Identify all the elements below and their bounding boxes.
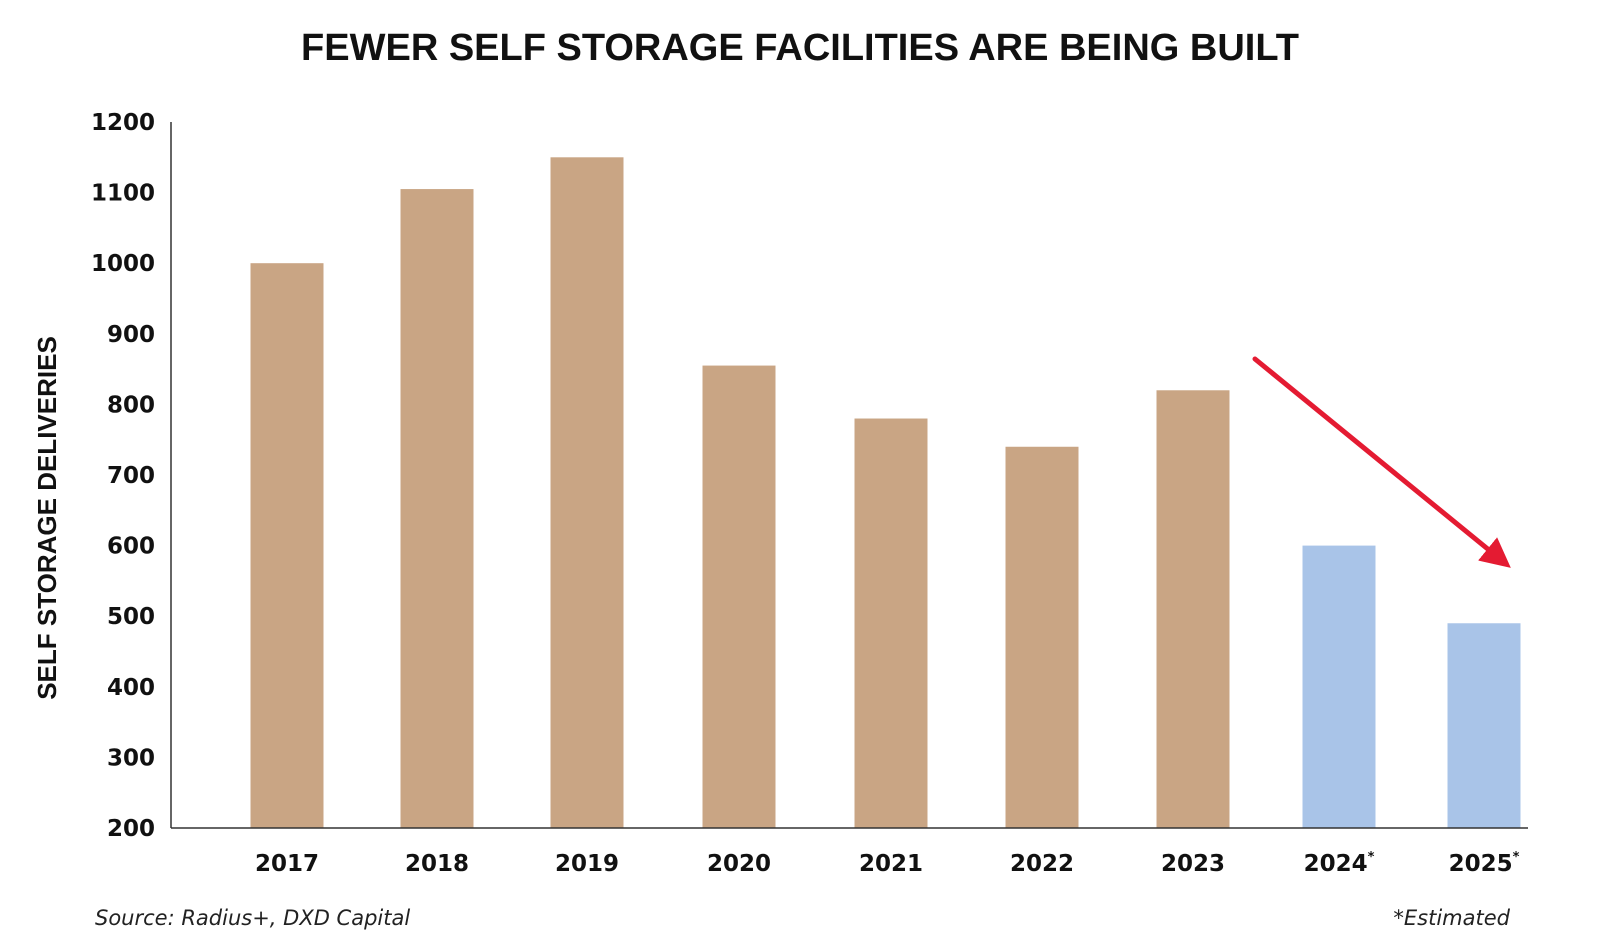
source-note: Source: Radius+, DXD Capital — [95, 906, 410, 930]
x-tick-label-2025: 2025* — [1449, 850, 1520, 877]
bars — [250, 157, 1521, 829]
y-tick-label: 900 — [107, 322, 155, 348]
x-tick-label: 2019 — [555, 851, 619, 877]
x-tick-label: 2024 — [1304, 851, 1368, 877]
trend-arrow — [1252, 356, 1511, 568]
y-tick-label: 200 — [107, 816, 155, 842]
bar-2020 — [702, 365, 776, 828]
estimated-marker: * — [1368, 850, 1375, 865]
bar-2019 — [550, 157, 624, 829]
bar-2017 — [250, 263, 324, 828]
bar-2021 — [854, 418, 928, 828]
bar-2024 — [1302, 545, 1376, 828]
bar-2025 — [1447, 623, 1521, 828]
y-tick-label: 1100 — [91, 181, 155, 207]
x-tick-label: 2017 — [255, 851, 319, 877]
y-axis-label: SELF STORAGE DELIVERIES — [32, 336, 62, 700]
x-tick-label-2022: 2022 — [1010, 851, 1074, 877]
x-tick-label: 2020 — [707, 851, 771, 877]
y-tick-label: 800 — [107, 392, 155, 418]
x-tick-label-2019: 2019 — [555, 851, 619, 877]
y-tick-label: 1000 — [91, 251, 155, 277]
y-tick-label: 300 — [107, 745, 155, 771]
x-tick-label: 2018 — [405, 851, 469, 877]
x-tick-label: 2025 — [1449, 851, 1513, 877]
bar-2018 — [400, 189, 474, 828]
x-tick-label-2023: 2023 — [1161, 851, 1225, 877]
x-tick-label-2017: 2017 — [255, 851, 319, 877]
bar-2023 — [1156, 390, 1230, 828]
y-tick-label: 400 — [107, 675, 155, 701]
chart-title: FEWER SELF STORAGE FACILITIES ARE BEING … — [301, 27, 1299, 69]
x-tick-label-2024: 2024* — [1304, 850, 1375, 877]
y-tick-label: 600 — [107, 534, 155, 560]
y-axis-ticks: 200 300 400 500 600 700 800 900 1000 1100 1200 — [91, 110, 155, 842]
x-tick-label: 2023 — [1161, 851, 1225, 877]
estimated-marker: * — [1513, 850, 1520, 865]
y-tick-label: 1200 — [91, 110, 155, 136]
bar-2022 — [1005, 446, 1079, 828]
x-tick-label: 2021 — [859, 851, 923, 877]
x-tick-label-2018: 2018 — [405, 851, 469, 877]
y-tick-label: 700 — [107, 463, 155, 489]
x-axis-ticks: 2017 2018 2019 2020 2021 2022 2023 2024* 2025* — [255, 850, 1520, 877]
x-tick-label-2020: 2020 — [707, 851, 771, 877]
y-tick-label: 500 — [107, 604, 155, 630]
x-tick-label: 2022 — [1010, 851, 1074, 877]
estimated-note: *Estimated — [1393, 906, 1510, 930]
x-tick-label-2021: 2021 — [859, 851, 923, 877]
